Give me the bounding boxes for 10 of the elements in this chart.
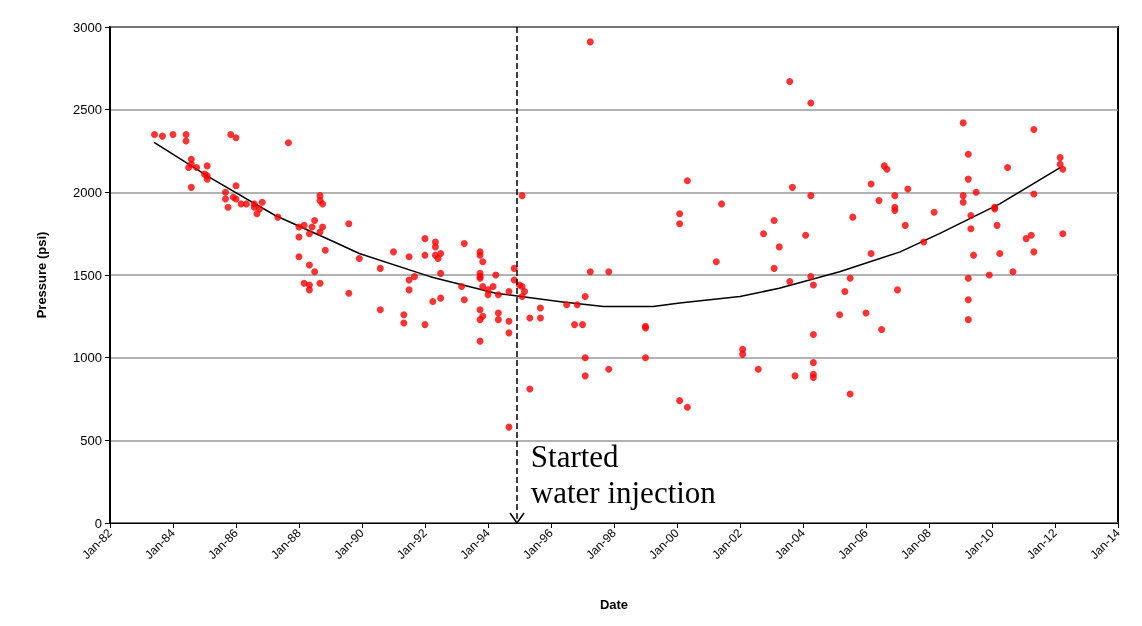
y-tick-label: 3000 (73, 19, 102, 35)
y-tick-label: 2500 (73, 102, 102, 118)
y-tick-label: 500 (80, 432, 102, 448)
y-tick-label: 0 (94, 515, 102, 531)
y-axis-title: Pressure (psi) (34, 231, 49, 319)
annotation: Started water injection (530, 438, 717, 510)
x-axis-title: Date (599, 597, 629, 612)
y-tick-label: 1000 (73, 350, 102, 366)
y-tick-label: 1500 (73, 267, 102, 283)
y-tick-label: 2000 (73, 184, 102, 200)
